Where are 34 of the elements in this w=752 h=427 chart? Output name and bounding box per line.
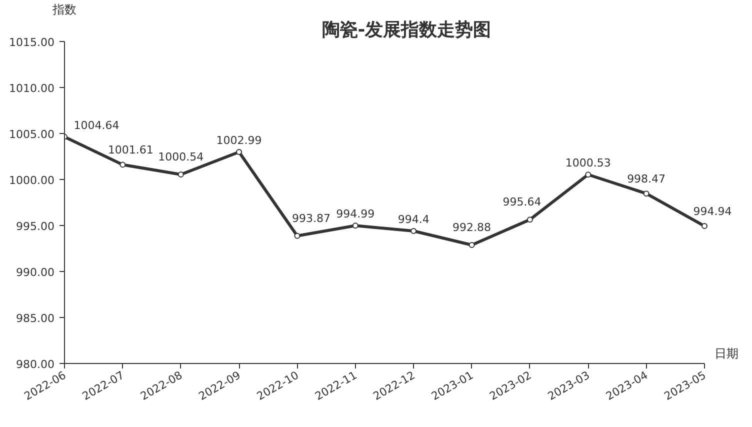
y-tick-label: 995.00: [16, 220, 55, 233]
point: [352, 222, 358, 229]
y-tick-label: 1005.00: [9, 128, 55, 141]
data-label: 994.4: [398, 213, 430, 226]
data-label: 1004.64: [74, 118, 120, 132]
point: [643, 190, 650, 197]
data-label: 1002.99: [216, 134, 262, 147]
point: [468, 242, 475, 248]
data-label: 992.88: [452, 221, 492, 234]
point: [120, 162, 126, 168]
y-axis-title: 指数: [52, 2, 76, 16]
point: [526, 216, 533, 223]
data-label: 995.64: [502, 196, 542, 209]
y-tick-label: 985.00: [16, 312, 55, 325]
y-tick-label: 980.00: [16, 358, 55, 371]
y-tick-label: 1010.00: [9, 82, 55, 95]
y-tick-label: 990.00: [16, 266, 55, 279]
data-label: 1000.54: [158, 150, 204, 164]
y-tick-label: 1015.00: [9, 36, 55, 49]
data-label: 994.94: [693, 205, 732, 218]
data-label: 993.87: [292, 212, 330, 225]
data-label: 994.99: [336, 208, 375, 221]
data-label: 1001.61: [108, 144, 154, 157]
point: [178, 172, 184, 178]
point: [236, 148, 242, 155]
chart-title: 陶瓷-发展指数走势图: [322, 20, 492, 40]
data-label: 1000.53: [565, 156, 611, 170]
y-tick-label: 1000.00: [9, 174, 55, 187]
point: [294, 232, 300, 239]
point: [585, 172, 592, 178]
point: [410, 228, 417, 234]
data-label: 998.47: [627, 172, 666, 186]
x-axis-title: 日期: [714, 346, 738, 360]
point: [702, 223, 708, 230]
